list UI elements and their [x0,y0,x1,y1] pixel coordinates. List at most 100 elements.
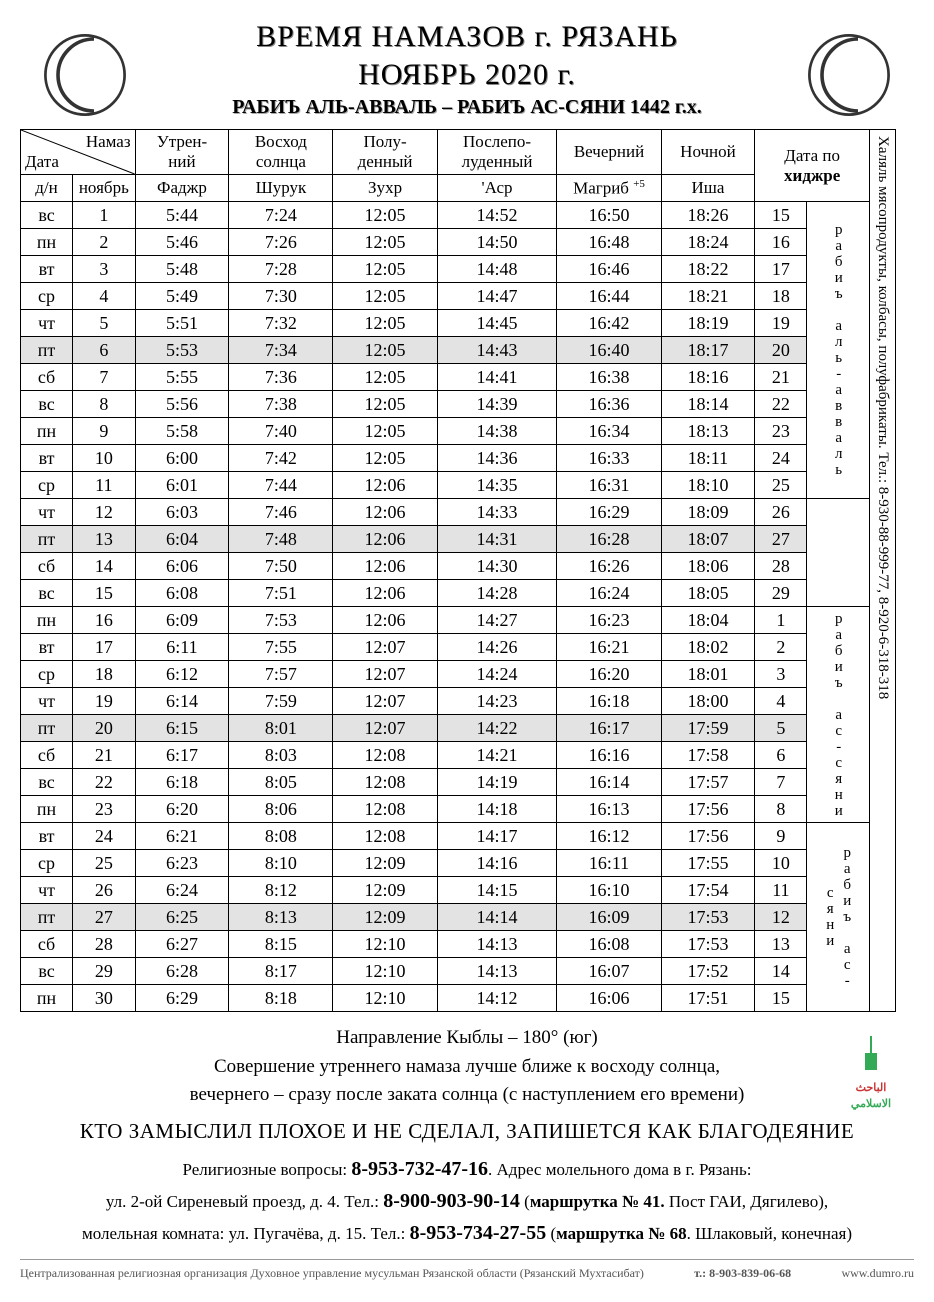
page-title-3: РАБИЪ АЛЬ-АВВАЛЬ – РАБИЪ АС-СЯНИ 1442 г.… [20,96,914,119]
cell: 29 [73,958,136,985]
table-row: чт126:037:4612:0614:3316:2918:0926 [21,499,870,526]
hdr-isha: Ночной [661,130,755,175]
cell: 6:00 [135,445,229,472]
hdr-asr: Послепо-луденный [437,130,557,175]
hdr-month: ноябрь [73,175,136,202]
cell: 7:48 [229,526,333,553]
table-row: пн25:467:2612:0514:5016:4818:2416 [21,229,870,256]
cell: 18:13 [661,418,755,445]
cell: 18:17 [661,337,755,364]
table-header: Дата Намаз Утрен-ний Восходсолнца Полу-д… [21,130,870,202]
cell: пн [21,418,73,445]
cell: 17:59 [661,715,755,742]
cell: пт [21,337,73,364]
cell: 13 [73,526,136,553]
cell: 16:42 [557,310,661,337]
table-row: пт206:158:0112:0714:2216:1717:595 [21,715,870,742]
cell: 7:42 [229,445,333,472]
cell: 12:05 [333,310,437,337]
page-title-1: ВРЕМЯ НАМАЗОВ г. РЯЗАНЬ [20,20,914,54]
cell: 17:56 [661,796,755,823]
cell: 16:50 [557,202,661,229]
table-row: вт106:007:4212:0514:3616:3318:1124 [21,445,870,472]
hijri-month-2: рабиъ ас-сяни [807,607,870,823]
cell: сб [21,364,73,391]
cell: 12:08 [333,742,437,769]
cell: 14:14 [437,904,557,931]
cell: 14:31 [437,526,557,553]
table-row: сб146:067:5012:0614:3016:2618:0628 [21,553,870,580]
cell: 12 [73,499,136,526]
cell: 9 [755,823,807,850]
cell: 6:29 [135,985,229,1012]
hdr-sub-zuhr: Зухр [333,175,437,202]
cell: 7:26 [229,229,333,256]
cell: вс [21,769,73,796]
cell: 17:58 [661,742,755,769]
cell: 8:05 [229,769,333,796]
table-row: сб216:178:0312:0814:2116:1617:586 [21,742,870,769]
table-row: пт65:537:3412:0514:4316:4018:1720 [21,337,870,364]
cell: 7 [73,364,136,391]
cell: 26 [755,499,807,526]
cell: 14:43 [437,337,557,364]
cell: 17:56 [661,823,755,850]
cell: 18:24 [661,229,755,256]
cell: 5:58 [135,418,229,445]
cell: 8:17 [229,958,333,985]
cell: 5:55 [135,364,229,391]
cell: 12:05 [333,445,437,472]
cell: 14:26 [437,634,557,661]
cell: 12:10 [333,931,437,958]
cell: 12:05 [333,202,437,229]
prayer-times-table: Дата Намаз Утрен-ний Восходсолнца Полу-д… [20,129,870,1012]
cell: 17:53 [661,904,755,931]
cell: ср [21,472,73,499]
cell: 28 [73,931,136,958]
cell: 14:33 [437,499,557,526]
cell: 7:50 [229,553,333,580]
cell: 5:51 [135,310,229,337]
cell: 23 [755,418,807,445]
cell: 14:13 [437,931,557,958]
hijri-month-3: рабиъ ас-сяни [807,823,870,1012]
cell: 5:44 [135,202,229,229]
cell: 16:46 [557,256,661,283]
cell: 12:09 [333,904,437,931]
org-tel: т.: 8-903-839-06-68 [694,1264,791,1282]
cell: 14:21 [437,742,557,769]
table-row: вс156:087:5112:0614:2816:2418:0529 [21,580,870,607]
hdr-sub-maghrib: Магриб +5 [557,175,661,202]
cell: 6:24 [135,877,229,904]
cell: 25 [73,850,136,877]
cell: 17:52 [661,958,755,985]
table-row: чт196:147:5912:0714:2316:1818:004 [21,688,870,715]
cell: 6 [73,337,136,364]
cell: 7:24 [229,202,333,229]
table-row: вс85:567:3812:0514:3916:3618:1422 [21,391,870,418]
table-row: вт176:117:5512:0714:2616:2118:022 [21,634,870,661]
table-row: пн166:097:5312:0614:2716:2318:041рабиъ а… [21,607,870,634]
cell: пт [21,526,73,553]
cell: 6:25 [135,904,229,931]
cell: 17:54 [661,877,755,904]
cell: пн [21,229,73,256]
moon-icon-left [40,30,130,120]
cell: 3 [73,256,136,283]
cell: 10 [73,445,136,472]
table-row: вс226:188:0512:0814:1916:1417:577 [21,769,870,796]
cell: 15 [73,580,136,607]
cell: 8:01 [229,715,333,742]
cell: 12:05 [333,256,437,283]
cell: 27 [755,526,807,553]
cell: 12:09 [333,850,437,877]
cell: 4 [755,688,807,715]
cell: 20 [755,337,807,364]
cell: 16:38 [557,364,661,391]
cell: 16:13 [557,796,661,823]
hdr-date-namaz: Дата Намаз [21,130,136,175]
cell: 6:14 [135,688,229,715]
cell: 12:06 [333,607,437,634]
cell: 18:26 [661,202,755,229]
cell: 16:48 [557,229,661,256]
